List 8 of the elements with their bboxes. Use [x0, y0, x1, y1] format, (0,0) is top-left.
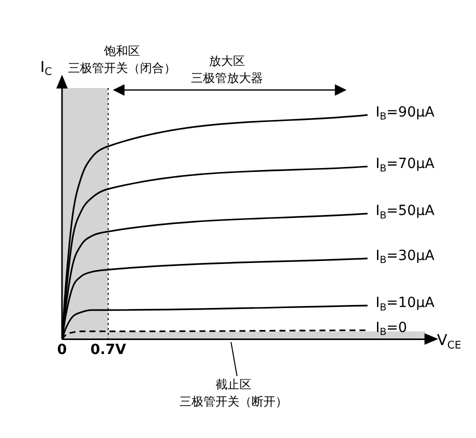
x-tick-label: 0.7V [90, 342, 126, 358]
text: 三极管放大器 [190, 71, 263, 86]
band-label: 饱和区 [103, 44, 140, 58]
text: 三极管开关（断开） [180, 394, 288, 408]
x-tick-label: 0 [57, 342, 68, 358]
band-label: 截止区 [216, 377, 252, 392]
text: 放大区 [208, 54, 245, 68]
text: 三极管开关（闭合） [68, 61, 176, 76]
